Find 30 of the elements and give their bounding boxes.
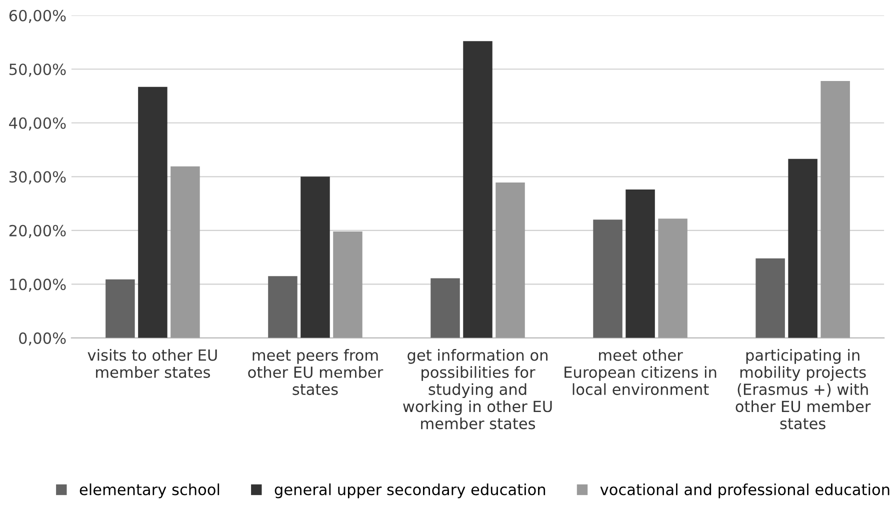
bar: [170, 166, 200, 338]
bar: [300, 176, 330, 338]
legend-label: elementary school: [80, 483, 220, 498]
legend-label: vocational and professional education: [600, 483, 890, 498]
x-tick-label: get information on possibilities for studying and working in other EU member states: [403, 349, 552, 430]
legend-label: general upper secondary education: [274, 483, 546, 498]
y-tick-label: 10,00%: [10, 278, 66, 292]
bar: [626, 190, 655, 338]
bar: [333, 231, 362, 338]
bar: [138, 86, 168, 338]
bar: [496, 182, 525, 338]
bar: [820, 80, 850, 338]
x-tick-label: visits to other EU member states: [88, 349, 217, 378]
y-tick-label: 60,00%: [9, 10, 66, 23]
y-tick-label: 50,00%: [10, 64, 66, 77]
x-tick-label: meet other European citizens in local environment: [564, 349, 716, 396]
bar: [430, 278, 460, 338]
bar: [658, 218, 688, 338]
bar: [788, 158, 818, 338]
bar: [106, 279, 135, 338]
bar: [268, 276, 298, 338]
bar: [593, 220, 622, 338]
y-tick-label: 30,00%: [9, 171, 66, 184]
bar: [463, 41, 492, 338]
x-tick-label: meet peers from other EU member states: [248, 349, 384, 396]
y-tick-label: 0,00%: [19, 332, 66, 346]
y-tick-label: 20,00%: [9, 224, 66, 238]
y-tick-label: 40,00%: [9, 117, 66, 130]
x-tick-label: participating in mobility projects (Erasmus +) with other EU member states: [736, 349, 871, 430]
bar: [756, 258, 785, 338]
